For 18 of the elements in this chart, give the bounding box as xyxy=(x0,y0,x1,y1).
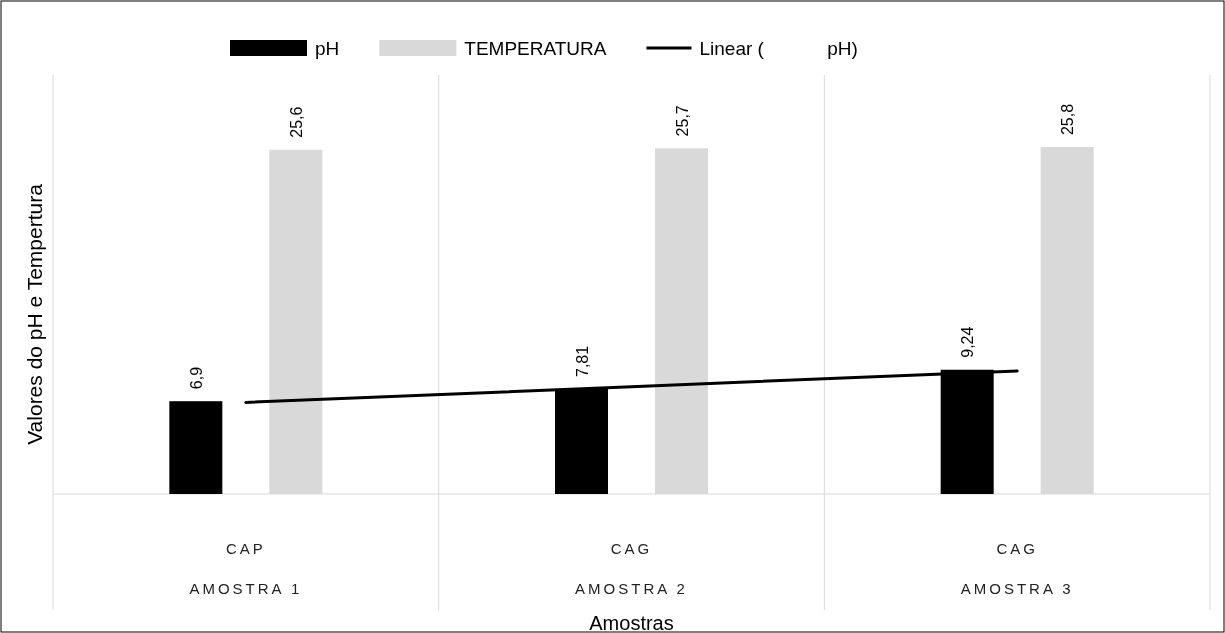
x-tick-label: CAG xyxy=(610,540,653,557)
text: AMOSTRA 1 xyxy=(189,580,303,597)
legend-label: TEMPERATURA xyxy=(464,38,607,59)
data-label: 6,9 xyxy=(187,366,205,390)
bar xyxy=(169,401,223,494)
legend-label: pH xyxy=(315,38,340,59)
x-axis-title: Amostras xyxy=(589,612,674,633)
y-axis-title: Valores do pH e Tempertura xyxy=(23,183,46,445)
legend-label: Linear ( pH) xyxy=(699,38,858,59)
data-label: 25,6 xyxy=(287,106,305,138)
data-label: 25,8 xyxy=(1059,103,1077,136)
x-tick-label: CAG xyxy=(996,540,1038,557)
x-tick-label: CAP xyxy=(225,540,266,557)
data-label: 7,81 xyxy=(573,345,591,377)
text: AMOSTRA 3 xyxy=(960,580,1074,597)
text: AMOSTRA 2 xyxy=(575,580,688,597)
data-label: 25,7 xyxy=(673,105,691,137)
data-label: 9,24 xyxy=(959,326,977,358)
